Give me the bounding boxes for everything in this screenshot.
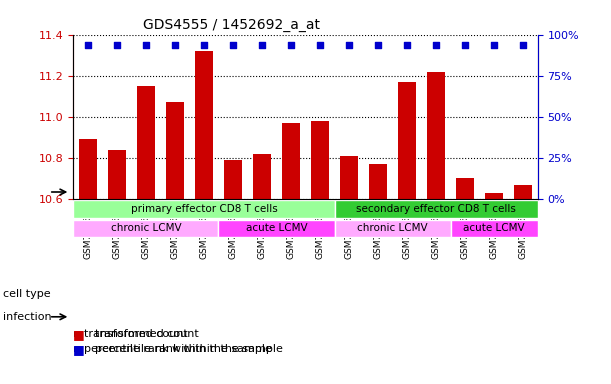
Point: [228, 42, 238, 48]
Text: ▪ transformed count: ▪ transformed count: [73, 329, 188, 339]
Bar: [485, 193, 503, 384]
Bar: [224, 160, 241, 384]
Text: transformed count: transformed count: [95, 329, 199, 339]
Text: chronic LCMV: chronic LCMV: [111, 223, 181, 233]
Bar: [137, 86, 155, 384]
FancyBboxPatch shape: [335, 220, 450, 237]
Bar: [282, 123, 299, 384]
FancyBboxPatch shape: [335, 200, 538, 218]
Point: [199, 42, 209, 48]
Bar: [369, 164, 387, 384]
Point: [286, 42, 296, 48]
Bar: [166, 103, 184, 384]
Text: cell type: cell type: [3, 289, 51, 299]
FancyBboxPatch shape: [73, 200, 335, 218]
Point: [83, 42, 93, 48]
Text: percentile rank within the sample: percentile rank within the sample: [95, 344, 282, 354]
Text: ▪ percentile rank within the sample: ▪ percentile rank within the sample: [73, 344, 272, 354]
Text: secondary effector CD8 T cells: secondary effector CD8 T cells: [356, 204, 516, 214]
Bar: [456, 179, 474, 384]
Point: [373, 42, 383, 48]
Text: acute LCMV: acute LCMV: [246, 223, 307, 233]
Text: primary effector CD8 T cells: primary effector CD8 T cells: [131, 204, 277, 214]
Bar: [427, 71, 445, 384]
Point: [344, 42, 354, 48]
FancyBboxPatch shape: [450, 220, 538, 237]
Bar: [311, 121, 329, 384]
Bar: [254, 154, 271, 384]
Point: [460, 42, 470, 48]
Bar: [398, 82, 415, 384]
Point: [141, 42, 151, 48]
Text: ■: ■: [73, 343, 85, 356]
Point: [518, 42, 528, 48]
Text: acute LCMV: acute LCMV: [463, 223, 525, 233]
Text: infection: infection: [3, 312, 52, 322]
FancyBboxPatch shape: [73, 220, 219, 237]
Text: ■: ■: [73, 328, 85, 341]
Bar: [196, 51, 213, 384]
Bar: [514, 185, 532, 384]
Point: [431, 42, 441, 48]
Text: GDS4555 / 1452692_a_at: GDS4555 / 1452692_a_at: [143, 18, 320, 32]
Point: [489, 42, 499, 48]
Point: [112, 42, 122, 48]
Point: [257, 42, 267, 48]
Bar: [79, 139, 97, 384]
Bar: [340, 156, 357, 384]
FancyBboxPatch shape: [219, 220, 335, 237]
Bar: [108, 150, 126, 384]
Point: [315, 42, 325, 48]
Point: [402, 42, 412, 48]
Point: [170, 42, 180, 48]
Text: chronic LCMV: chronic LCMV: [357, 223, 428, 233]
